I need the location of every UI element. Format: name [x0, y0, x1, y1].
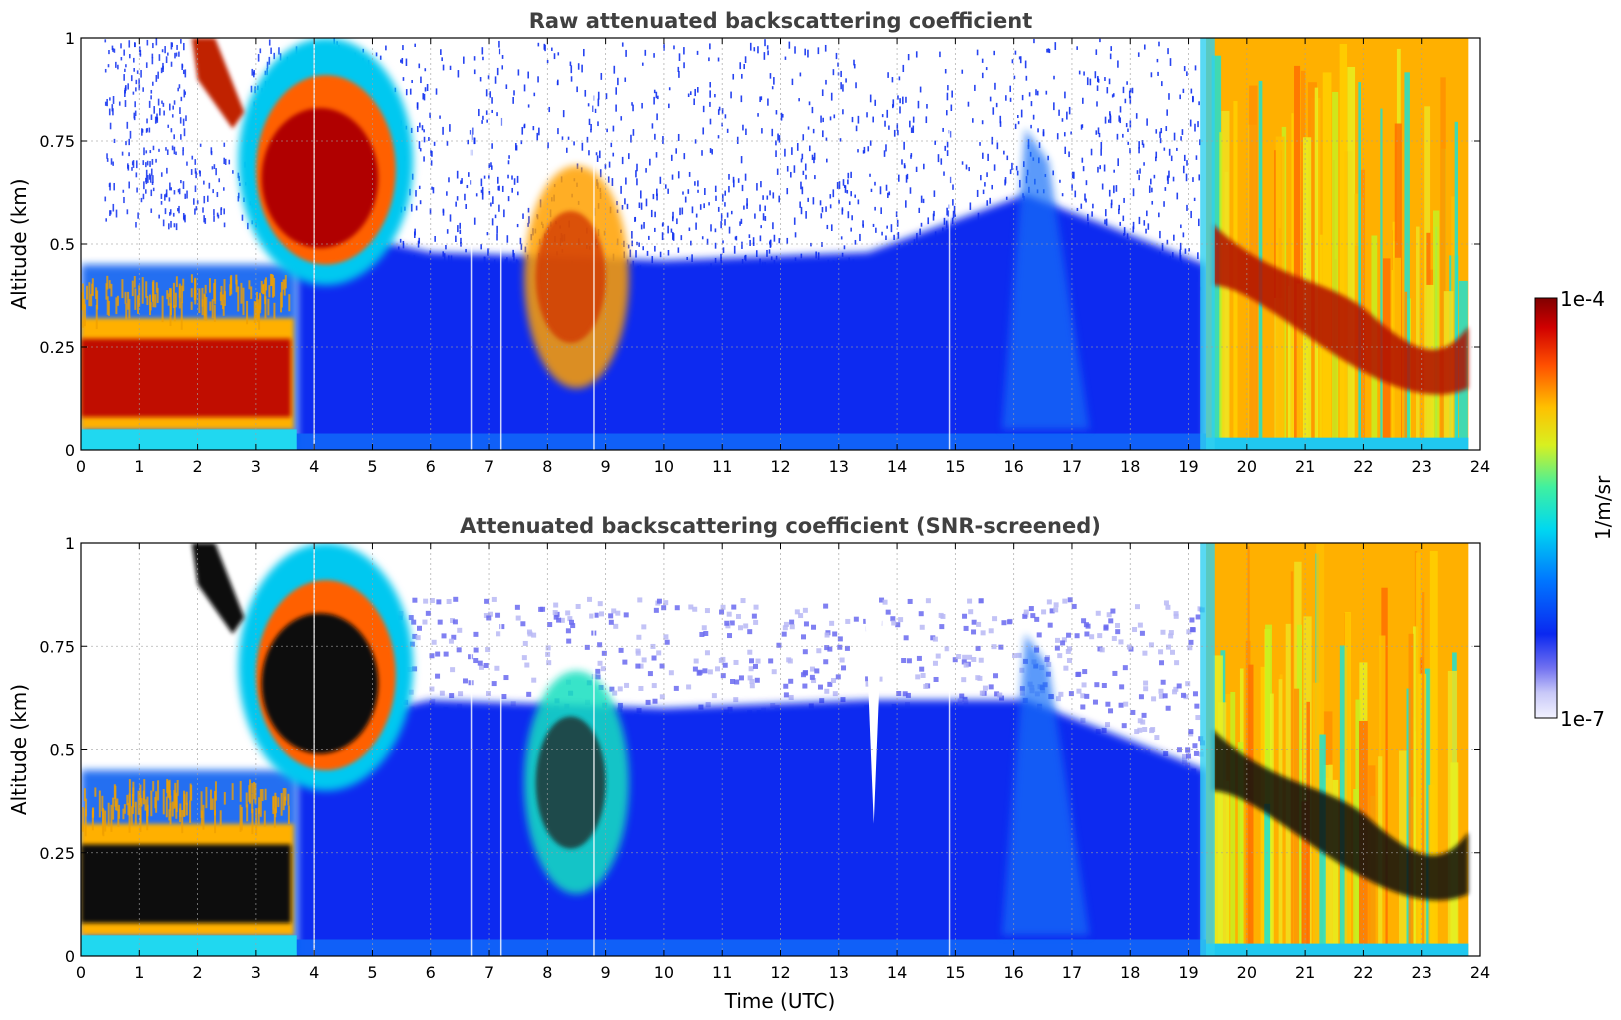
x-tick-label: 4	[309, 963, 319, 982]
boundary-layer-aerosol	[81, 770, 297, 956]
x-tick-label: 20	[1237, 963, 1257, 982]
x-tick-label: 0	[76, 963, 86, 982]
y-tick-label: 0.75	[39, 132, 75, 151]
x-tick-label: 14	[887, 963, 907, 982]
x-tick-label: 10	[654, 457, 674, 476]
fog-cloud-region	[1200, 38, 1469, 450]
x-tick-label: 24	[1470, 457, 1490, 476]
x-tick-label: 21	[1295, 963, 1315, 982]
mid-plume	[524, 671, 629, 895]
clear-air-signal	[296, 194, 1207, 450]
x-tick-label: 2	[192, 457, 202, 476]
surface-layer	[296, 939, 1207, 956]
x-tick-label: 17	[1062, 963, 1082, 982]
panel-1: Raw attenuated backscattering coefficien…	[7, 9, 1490, 476]
x-tick-label: 16	[1003, 963, 1023, 982]
y-tick-label: 1	[65, 29, 75, 48]
x-tick-label: 22	[1353, 457, 1373, 476]
x-tick-label: 7	[484, 963, 494, 982]
x-tick-label: 13	[829, 457, 849, 476]
x-tick-label: 19	[1178, 457, 1198, 476]
elevated-aerosol-layer	[191, 38, 414, 286]
x-tick-label: 0	[76, 457, 86, 476]
x-tick-label: 5	[367, 963, 377, 982]
x-tick-label: 17	[1062, 457, 1082, 476]
fog-cloud-region	[1200, 543, 1469, 956]
y-tick-label: 0.75	[39, 637, 75, 656]
x-tick-label: 9	[601, 963, 611, 982]
clear-air-signal	[296, 699, 1207, 956]
x-tick-label: 14	[887, 457, 907, 476]
gap	[865, 604, 883, 824]
x-tick-label: 10	[654, 963, 674, 982]
x-tick-label: 3	[251, 457, 261, 476]
x-tick-label: 19	[1178, 963, 1198, 982]
surface-layer	[296, 433, 1207, 450]
x-tick-label: 22	[1353, 963, 1373, 982]
colorbar: 1e-4 1e-7 1/m/sr	[1534, 287, 1615, 731]
colorbar-max-label: 1e-4	[1560, 287, 1605, 311]
colorbar-unit-label: 1/m/sr	[1591, 475, 1615, 540]
mid-plume	[524, 165, 629, 389]
x-tick-label: 1	[134, 963, 144, 982]
y-axis-label: Altitude (km)	[7, 684, 31, 815]
x-tick-label: 2	[192, 963, 202, 982]
y-tick-label: 0.5	[50, 741, 75, 760]
x-tick-label: 6	[426, 457, 436, 476]
x-tick-label: 13	[829, 963, 849, 982]
colorbar-min-label: 1e-7	[1560, 707, 1605, 731]
x-tick-label: 21	[1295, 457, 1315, 476]
x-tick-label: 18	[1120, 963, 1140, 982]
x-tick-label: 11	[712, 963, 732, 982]
x-tick-label: 5	[367, 457, 377, 476]
boundary-layer-aerosol	[81, 264, 297, 450]
x-tick-label: 1	[134, 457, 144, 476]
x-tick-label: 12	[770, 457, 790, 476]
x-tick-label: 24	[1470, 963, 1490, 982]
x-axis-label: Time (UTC)	[724, 989, 836, 1013]
x-tick-label: 9	[601, 457, 611, 476]
panel-title: Attenuated backscattering coefficient (S…	[460, 514, 1101, 538]
x-tick-label: 23	[1412, 963, 1432, 982]
panel-2: Attenuated backscattering coefficient (S…	[7, 514, 1490, 982]
x-tick-label: 18	[1120, 457, 1140, 476]
y-axis-label: Altitude (km)	[7, 178, 31, 309]
x-tick-label: 12	[770, 963, 790, 982]
convective-plume	[1002, 633, 1090, 936]
x-tick-label: 11	[712, 457, 732, 476]
grid	[81, 543, 1480, 956]
elevated-aerosol-layer	[191, 543, 414, 791]
x-tick-label: 4	[309, 457, 319, 476]
y-tick-label: 0.25	[39, 844, 75, 863]
x-tick-label: 6	[426, 963, 436, 982]
y-tick-label: 0.25	[39, 338, 75, 357]
x-tick-label: 7	[484, 457, 494, 476]
grid	[81, 38, 1480, 450]
x-tick-label: 15	[945, 963, 965, 982]
x-tick-label: 23	[1412, 457, 1432, 476]
colorbar-gradient	[1534, 297, 1558, 719]
x-tick-label: 16	[1003, 457, 1023, 476]
x-tick-label: 8	[542, 457, 552, 476]
x-tick-label: 20	[1237, 457, 1257, 476]
x-tick-label: 3	[251, 963, 261, 982]
y-tick-label: 0	[65, 441, 75, 460]
y-tick-label: 0.5	[50, 235, 75, 254]
y-tick-label: 1	[65, 534, 75, 553]
panel-title: Raw attenuated backscattering coefficien…	[529, 9, 1033, 33]
y-tick-label: 0	[65, 947, 75, 966]
convective-plume	[1002, 128, 1090, 430]
x-tick-label: 15	[945, 457, 965, 476]
x-tick-label: 8	[542, 963, 552, 982]
